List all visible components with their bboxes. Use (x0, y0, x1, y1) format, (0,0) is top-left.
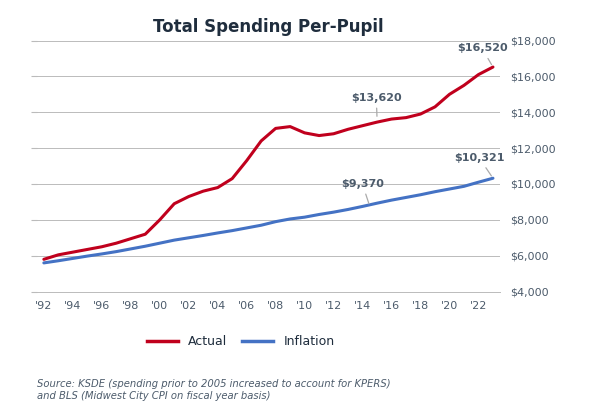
Title: Total Spending Per-Pupil: Total Spending Per-Pupil (153, 18, 384, 36)
Legend: Actual, Inflation: Actual, Inflation (142, 330, 340, 354)
Text: $9,370: $9,370 (341, 179, 384, 204)
Text: $16,520: $16,520 (457, 43, 508, 65)
Text: $13,620: $13,620 (351, 93, 401, 116)
Text: $10,321: $10,321 (454, 153, 504, 176)
Text: Source: KSDE (spending prior to 2005 increased to account for KPERS)
and BLS (Mi: Source: KSDE (spending prior to 2005 inc… (37, 379, 390, 401)
